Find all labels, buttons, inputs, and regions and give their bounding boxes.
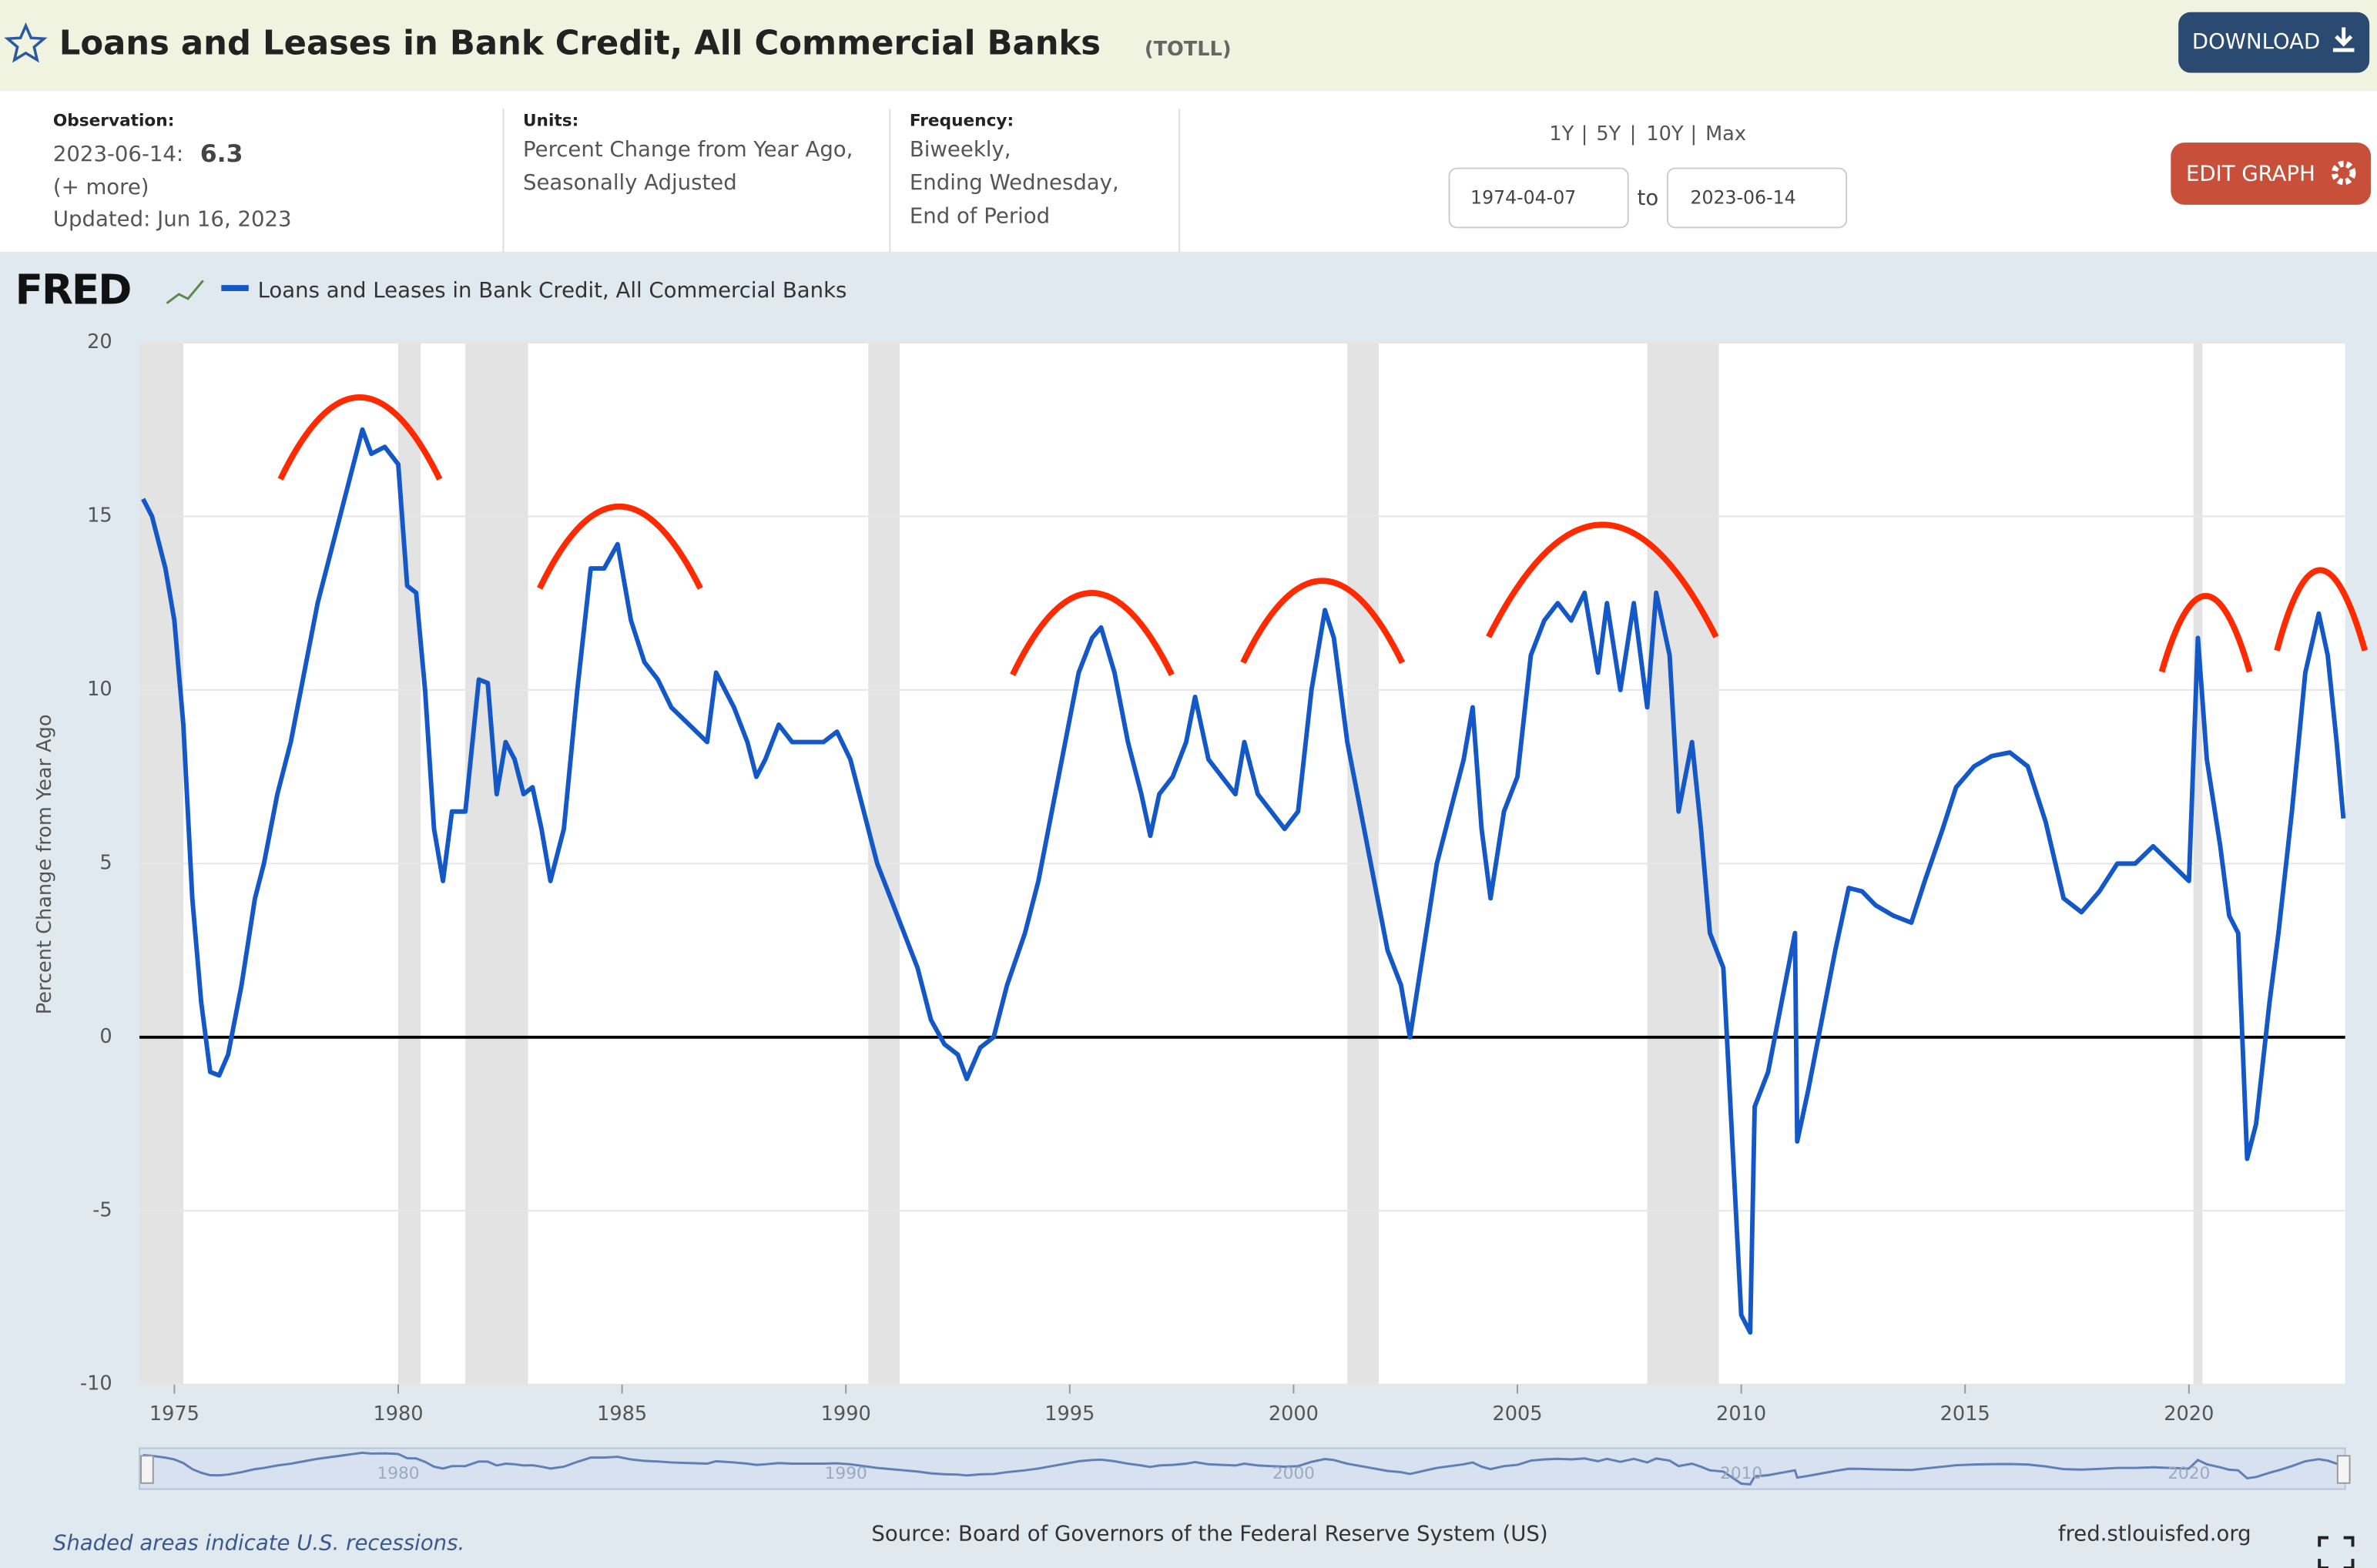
highlight-arc <box>277 394 443 481</box>
fullscreen-icon[interactable] <box>2318 1536 2355 1568</box>
x-tick-label: 1990 <box>821 1402 871 1426</box>
edit-graph-button[interactable] <box>2171 142 2372 205</box>
site[interactable]: fred.stlouisfed.org <box>2058 1522 2251 1546</box>
range-separator: | <box>1581 122 1588 146</box>
navigator-handle[interactable] <box>140 1455 154 1484</box>
navigator-label: 2020 <box>2167 1464 2210 1483</box>
range-button[interactable]: 1Y <box>1549 122 1574 146</box>
range-separator: | <box>1690 122 1697 146</box>
series-line <box>141 427 2346 1335</box>
start-date-input[interactable] <box>1448 167 1629 229</box>
more-link[interactable]: (+ more) <box>53 175 149 199</box>
favorite-star[interactable] <box>4 22 48 63</box>
x-tick-label: 1975 <box>149 1402 199 1426</box>
highlight-arc <box>1486 521 1719 638</box>
units-label: Units: <box>523 112 578 131</box>
x-tick-label: 2010 <box>1716 1402 1766 1426</box>
observation-value: 6.3 <box>200 140 243 168</box>
observation-label: Observation: <box>53 112 174 131</box>
annotations <box>277 394 2369 676</box>
y-tick-label: -10 <box>80 1372 112 1395</box>
navigator-label: 1980 <box>377 1464 419 1483</box>
download-label: DOWNLOAD <box>2192 29 2320 54</box>
navigator-label: 1990 <box>825 1464 867 1483</box>
y-tick-label: 0 <box>99 1025 112 1048</box>
frequency-label: Frequency: <box>910 112 1014 131</box>
x-tick-label: 1995 <box>1044 1402 1095 1426</box>
frequency-line: End of Period <box>910 204 1050 229</box>
navigator-label: 2000 <box>1272 1464 1315 1483</box>
y-tick-label: 5 <box>99 851 112 874</box>
title-bar <box>0 0 2377 92</box>
highlight-arc <box>537 503 703 590</box>
range-button[interactable]: Max <box>1705 122 1746 146</box>
y-tick-label: 10 <box>87 678 112 701</box>
edit-graph-label: EDIT GRAPH <box>2186 161 2315 186</box>
x-tick-label: 2000 <box>1269 1402 1319 1426</box>
fred-logo: FRED <box>15 266 131 314</box>
range-button[interactable]: 5Y <box>1596 122 1621 146</box>
logo-icon <box>166 280 204 304</box>
navigator-content: 1980 1990 2000 2010 2020 <box>142 1451 2344 1486</box>
info-panel <box>0 91 2377 252</box>
highlight-arc <box>2274 567 2369 652</box>
end-date-input[interactable] <box>1666 167 1848 229</box>
observation-date: 2023-06-14: <box>53 142 183 166</box>
download-button[interactable] <box>2178 12 2370 73</box>
navigator-handle[interactable] <box>2336 1455 2351 1484</box>
navigator-line <box>142 1451 2344 1486</box>
x-tick-label: 2005 <box>1492 1402 1542 1426</box>
highlight-arc <box>1010 589 1175 676</box>
frequency-line: Ending Wednesday, <box>910 170 1119 195</box>
range-separator: | <box>1630 122 1637 146</box>
y-axis-label: Percent Change from Year Ago <box>33 714 56 1014</box>
navigator-label: 2010 <box>1720 1464 1762 1483</box>
source: Source: Board of Governors of the Federa… <box>871 1522 1547 1546</box>
updated-date: Updated: Jun 16, 2023 <box>53 207 292 232</box>
recession-note: Shaded areas indicate U.S. recessions. <box>53 1530 464 1555</box>
range-button[interactable]: 10Y <box>1646 122 1684 146</box>
x-tick-label: 2015 <box>1940 1402 1990 1426</box>
y-tick-label: 20 <box>87 330 112 353</box>
download-icon <box>2332 27 2355 52</box>
y-tick-label: 15 <box>87 504 112 527</box>
frequency-line: Biweekly, <box>910 137 1011 162</box>
units-line: Seasonally Adjusted <box>523 170 737 195</box>
plot: -10 -5 0 5 10 15 20 1975 1980 1985 1990 1995 2000 200… <box>80 330 2346 1426</box>
start-date: 1974-04-07 <box>1470 186 1576 208</box>
to-label: to <box>1638 186 1659 210</box>
series-title: Loans and Leases in Bank Credit, All Com… <box>59 25 1101 63</box>
x-tick-label: 1980 <box>373 1402 423 1426</box>
legend-label[interactable]: Loans and Leases in Bank Credit, All Com… <box>258 278 847 303</box>
series-code: (TOTLL) <box>1145 38 1232 61</box>
y-tick-label: -5 <box>92 1198 112 1221</box>
end-date: 2023-06-14 <box>1690 186 1795 208</box>
x-tick-label: 2020 <box>2164 1402 2214 1426</box>
x-tick-label: 1985 <box>597 1402 647 1426</box>
units-line: Percent Change from Year Ago, <box>523 137 853 162</box>
gear-icon <box>2331 160 2356 186</box>
navigator[interactable] <box>139 1447 2346 1490</box>
highlight-arc <box>2158 592 2253 673</box>
highlight-arc <box>1240 578 1406 665</box>
